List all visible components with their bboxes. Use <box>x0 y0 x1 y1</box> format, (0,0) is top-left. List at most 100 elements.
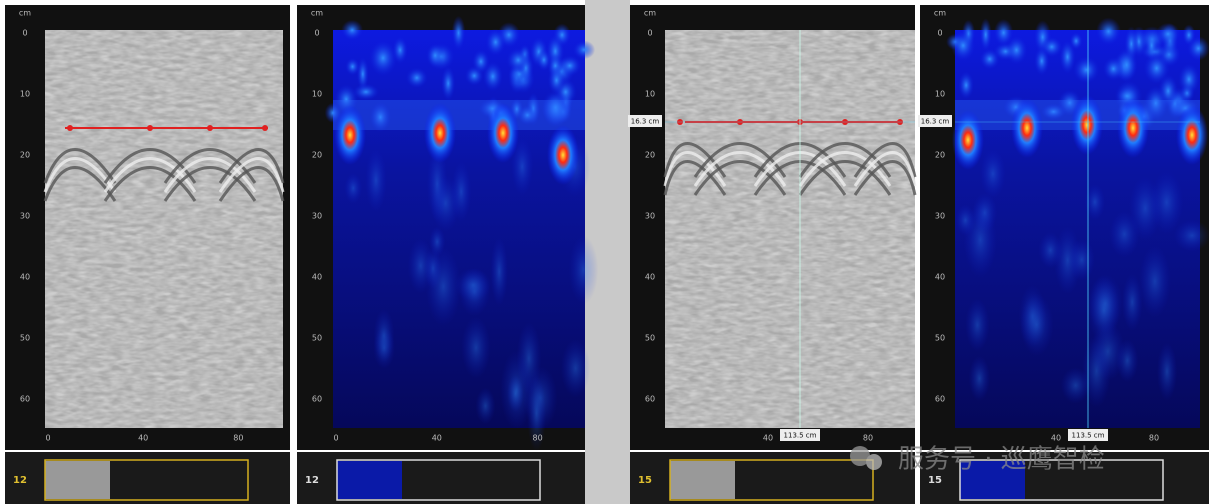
rebar-point <box>262 125 268 131</box>
y-tick-label: 60 <box>312 395 322 404</box>
heat-blob <box>344 172 363 204</box>
thumbnail-label: 15 <box>928 475 942 486</box>
hyperbola <box>663 151 727 187</box>
thumbnail-fill <box>670 461 735 499</box>
x-tick-label: 40 <box>138 434 148 443</box>
hyperbola <box>798 151 892 187</box>
heat-blob <box>369 102 391 132</box>
radargram-noise <box>45 30 283 428</box>
thumbnail <box>669 459 874 501</box>
thumbnail <box>44 459 249 501</box>
y-tick-label: 40 <box>312 273 322 282</box>
y-tick-label: 60 <box>645 395 655 404</box>
heat-blob <box>993 19 1014 47</box>
y-tick-label: 10 <box>20 90 30 99</box>
rebar-point <box>147 125 153 131</box>
heat-blob <box>968 355 991 402</box>
heat-blob <box>958 71 974 100</box>
y-tick-label: 0 <box>22 29 27 38</box>
heat-blob <box>1041 103 1066 120</box>
heat-blob <box>951 30 976 62</box>
heat-blob <box>1155 22 1181 46</box>
y-tick-label: 60 <box>935 395 945 404</box>
heat-blob <box>1156 342 1178 401</box>
y-tick-label: 0 <box>647 29 652 38</box>
hot-spot <box>424 103 456 163</box>
hot-spot <box>1011 98 1043 158</box>
hyperbola <box>43 148 117 184</box>
hyperbola <box>218 166 285 202</box>
heat-blob <box>517 105 538 125</box>
heat-blob <box>405 67 428 89</box>
x-tick-label: 80 <box>1149 434 1159 443</box>
watermark: 服务号 · 巡鹰智检 <box>850 445 1105 475</box>
heat-blob <box>1060 367 1091 404</box>
y-tick-label: 50 <box>20 334 30 343</box>
heat-blob <box>560 338 591 398</box>
thumbnail-fill <box>45 461 110 499</box>
heat-blob <box>1178 63 1200 96</box>
heat-blob <box>1143 85 1168 121</box>
hyperbola <box>853 142 917 178</box>
y-tick-label: 50 <box>645 334 655 343</box>
heat-blob <box>1103 56 1124 81</box>
hyperbola <box>163 157 257 193</box>
y-tick-label: 40 <box>20 273 30 282</box>
y-tick-label: 20 <box>20 151 30 160</box>
heat-blob <box>1090 321 1125 381</box>
heat-blob <box>1121 273 1143 331</box>
hyperbola <box>163 148 257 184</box>
depth-marker-box <box>628 115 662 127</box>
heat-blob <box>451 15 466 51</box>
unit-label: cm <box>311 9 323 18</box>
heat-blob <box>1096 17 1122 46</box>
heat-blob <box>341 19 364 41</box>
x-tick-label: 40 <box>763 434 773 443</box>
x-tick-label: 80 <box>533 434 543 443</box>
heat-blob <box>472 49 490 74</box>
hot-spot <box>1117 98 1149 158</box>
heat-blob <box>1059 40 1076 74</box>
heat-blob <box>979 18 992 52</box>
heat-blob <box>1174 219 1209 252</box>
heat-blob <box>1005 35 1028 65</box>
radargram-noise <box>665 30 915 428</box>
position-marker-box <box>1068 429 1108 441</box>
heat-blob <box>541 89 570 126</box>
hyperbola <box>663 160 727 196</box>
y-tick-label: 50 <box>935 334 945 343</box>
heat-blob <box>506 47 530 73</box>
y-tick-label: 10 <box>645 90 655 99</box>
hot-spot <box>952 110 984 170</box>
hyperbola <box>798 142 892 178</box>
heat-blob <box>547 66 566 95</box>
y-tick-label: 20 <box>312 151 322 160</box>
hyperbola <box>798 160 892 196</box>
heat-blob <box>455 268 492 302</box>
heat-band <box>333 100 585 130</box>
heat-blob <box>1068 238 1095 281</box>
unit-label: cm <box>19 9 31 18</box>
heat-blob <box>1019 293 1054 356</box>
heat-blob <box>500 350 534 430</box>
thumbnail-fill <box>960 461 1025 499</box>
heat-blob <box>356 56 369 92</box>
y-tick-label: 20 <box>645 151 655 160</box>
x-tick-label: 40 <box>432 434 442 443</box>
y-tick-label: 50 <box>312 334 322 343</box>
heat-blob <box>373 309 395 362</box>
hyperbola <box>163 166 257 202</box>
y-tick-label: 20 <box>935 151 945 160</box>
unit-label: cm <box>934 9 946 18</box>
position-marker: 113.5 cm <box>784 432 817 440</box>
heat-blob <box>963 202 997 278</box>
heat-blob <box>485 28 506 56</box>
hyperbola <box>43 166 117 202</box>
y-tick-label: 30 <box>935 212 945 221</box>
heat-blob <box>980 149 1006 199</box>
x-tick-label: 80 <box>233 434 243 443</box>
heat-blob <box>426 43 445 68</box>
watermark-icon <box>866 454 882 470</box>
watermark-icon <box>850 446 870 466</box>
